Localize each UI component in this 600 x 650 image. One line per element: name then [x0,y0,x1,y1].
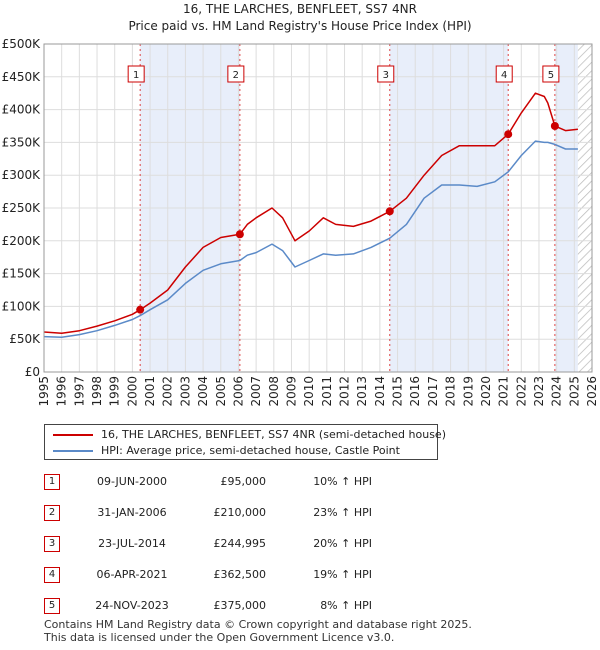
footer-licence: This data is licensed under the Open Gov… [44,631,395,644]
chart-title: 16, THE LARCHES, BENFLEET, SS7 4NR [183,2,417,16]
x-tick-label: 2022 [514,376,528,407]
x-tick-label: 2026 [585,376,599,407]
y-tick-label: £150K [2,267,42,281]
x-tick-label: 2011 [320,376,334,407]
y-tick-label: £0 [25,365,40,379]
sale-row: 5 24-NOV-2023 £375,000 8% ↑ HPI [44,596,564,616]
y-tick-label: £350K [2,135,42,149]
y-tick-label: £450K [2,70,42,84]
sale-point [504,130,513,139]
x-tick-label: 1997 [72,376,86,407]
y-tick-label: £300K [2,168,42,182]
sale-label-number: 1 [133,70,139,81]
x-tick-label: 2024 [550,376,564,407]
sale-price: £210,000 [213,506,267,519]
x-tick-label: 2000 [125,376,139,407]
x-tick-label: 2023 [532,376,546,407]
hpi-line [43,140,578,338]
sale-label-box [127,65,145,83]
x-tick-label: 2012 [338,376,352,407]
sale-hpi-change: 20% ↑ HPI [313,537,372,550]
sale-point [385,207,394,216]
x-tick-label: 2025 [567,376,581,407]
y-tick-label: £400K [2,103,42,117]
sale-date: 24-NOV-2023 [95,599,169,612]
sale-label-box [377,65,395,83]
sale-label-number: 5 [548,70,554,81]
x-tick-label: 2007 [249,376,263,407]
x-tick-label: 1998 [90,376,104,407]
sale-row: 1 09-JUN-2000 £95,000 10% ↑ HPI [44,472,564,492]
x-tick-label: 2010 [302,376,316,407]
sale-date: 23-JUL-2014 [98,537,166,550]
x-tick-label: 2015 [391,376,405,407]
sale-point [235,230,244,239]
sale-date: 06-APR-2021 [96,568,168,581]
x-tick-label: 2018 [444,376,458,407]
x-tick-label: 2003 [178,376,192,407]
legend-label-property: 16, THE LARCHES, BENFLEET, SS7 4NR (semi… [101,428,446,441]
price-chart: 16, THE LARCHES, BENFLEET, SS7 4NR Price… [2,2,599,407]
sale-hpi-change: 23% ↑ HPI [313,506,372,519]
x-tick-label: 2009 [284,376,298,407]
sale-row: 4 06-APR-2021 £362,500 19% ↑ HPI [44,565,564,585]
footer-attribution: Contains HM Land Registry data © Crown c… [44,618,472,644]
x-tick-label: 1999 [108,376,122,407]
x-tick-label: 2014 [373,376,387,407]
plot-border [43,43,593,373]
sale-hpi-change: 8% ↑ HPI [320,599,372,612]
sale-label-number: 2 [233,70,239,81]
sale-row: 3 23-JUL-2014 £244,995 20% ↑ HPI [44,534,564,554]
chart-legend: 16, THE LARCHES, BENFLEET, SS7 4NR (semi… [44,424,446,460]
y-tick-label: £50K [9,332,41,346]
x-tick-label: 2008 [267,376,281,407]
legend-label-hpi: HPI: Average price, semi-detached house,… [101,444,400,457]
footer-copyright: Contains HM Land Registry data © Crown c… [44,618,472,631]
sale-row: 2 31-JAN-2006 £210,000 23% ↑ HPI [44,503,564,523]
sale-label-box [542,65,560,83]
sale-label-box [227,65,245,83]
x-tick-label: 2017 [426,376,440,407]
x-tick-label: 2021 [497,376,511,407]
legend-swatch-blue [53,450,93,452]
sale-point [550,122,559,130]
sale-date: 31-JAN-2006 [97,506,167,519]
sale-number-badge: 2 [44,505,60,521]
sale-price: £95,000 [220,475,267,488]
x-tick-label: 2004 [196,376,210,407]
x-tick-label: 2016 [408,376,422,407]
sale-number-badge: 4 [44,567,60,583]
x-tick-label: 1996 [55,376,69,407]
sale-date: 09-JUN-2000 [96,475,168,488]
y-tick-label: £200K [2,234,42,248]
x-tick-label: 2005 [214,376,228,407]
x-tick-label: 2019 [461,376,475,407]
x-tick-label: 2006 [231,376,245,407]
sale-number-badge: 3 [44,536,60,552]
legend-swatch-red [53,434,93,436]
x-tick-label: 2020 [479,376,493,407]
sale-price: £375,000 [213,599,267,612]
sale-hpi-change: 19% ↑ HPI [313,568,372,581]
x-tick-label: 1995 [37,376,51,407]
sale-number-badge: 1 [44,474,60,490]
chart-subtitle: Price paid vs. HM Land Registry's House … [128,19,471,33]
x-tick-label: 2013 [355,376,369,407]
y-tick-label: £500K [2,37,42,51]
sale-price: £244,995 [213,537,267,550]
y-tick-label: £250K [2,201,42,215]
sale-hpi-change: 10% ↑ HPI [313,475,372,488]
sale-number-badge: 5 [44,598,60,614]
sale-label-number: 3 [383,70,389,81]
sale-label-box [495,65,513,83]
x-tick-label: 2002 [161,376,175,407]
sale-price: £362,500 [213,568,267,581]
y-tick-label: £100K [2,299,42,313]
sale-label-number: 4 [501,70,507,81]
x-tick-label: 2001 [143,376,157,407]
sale-point [136,305,145,314]
